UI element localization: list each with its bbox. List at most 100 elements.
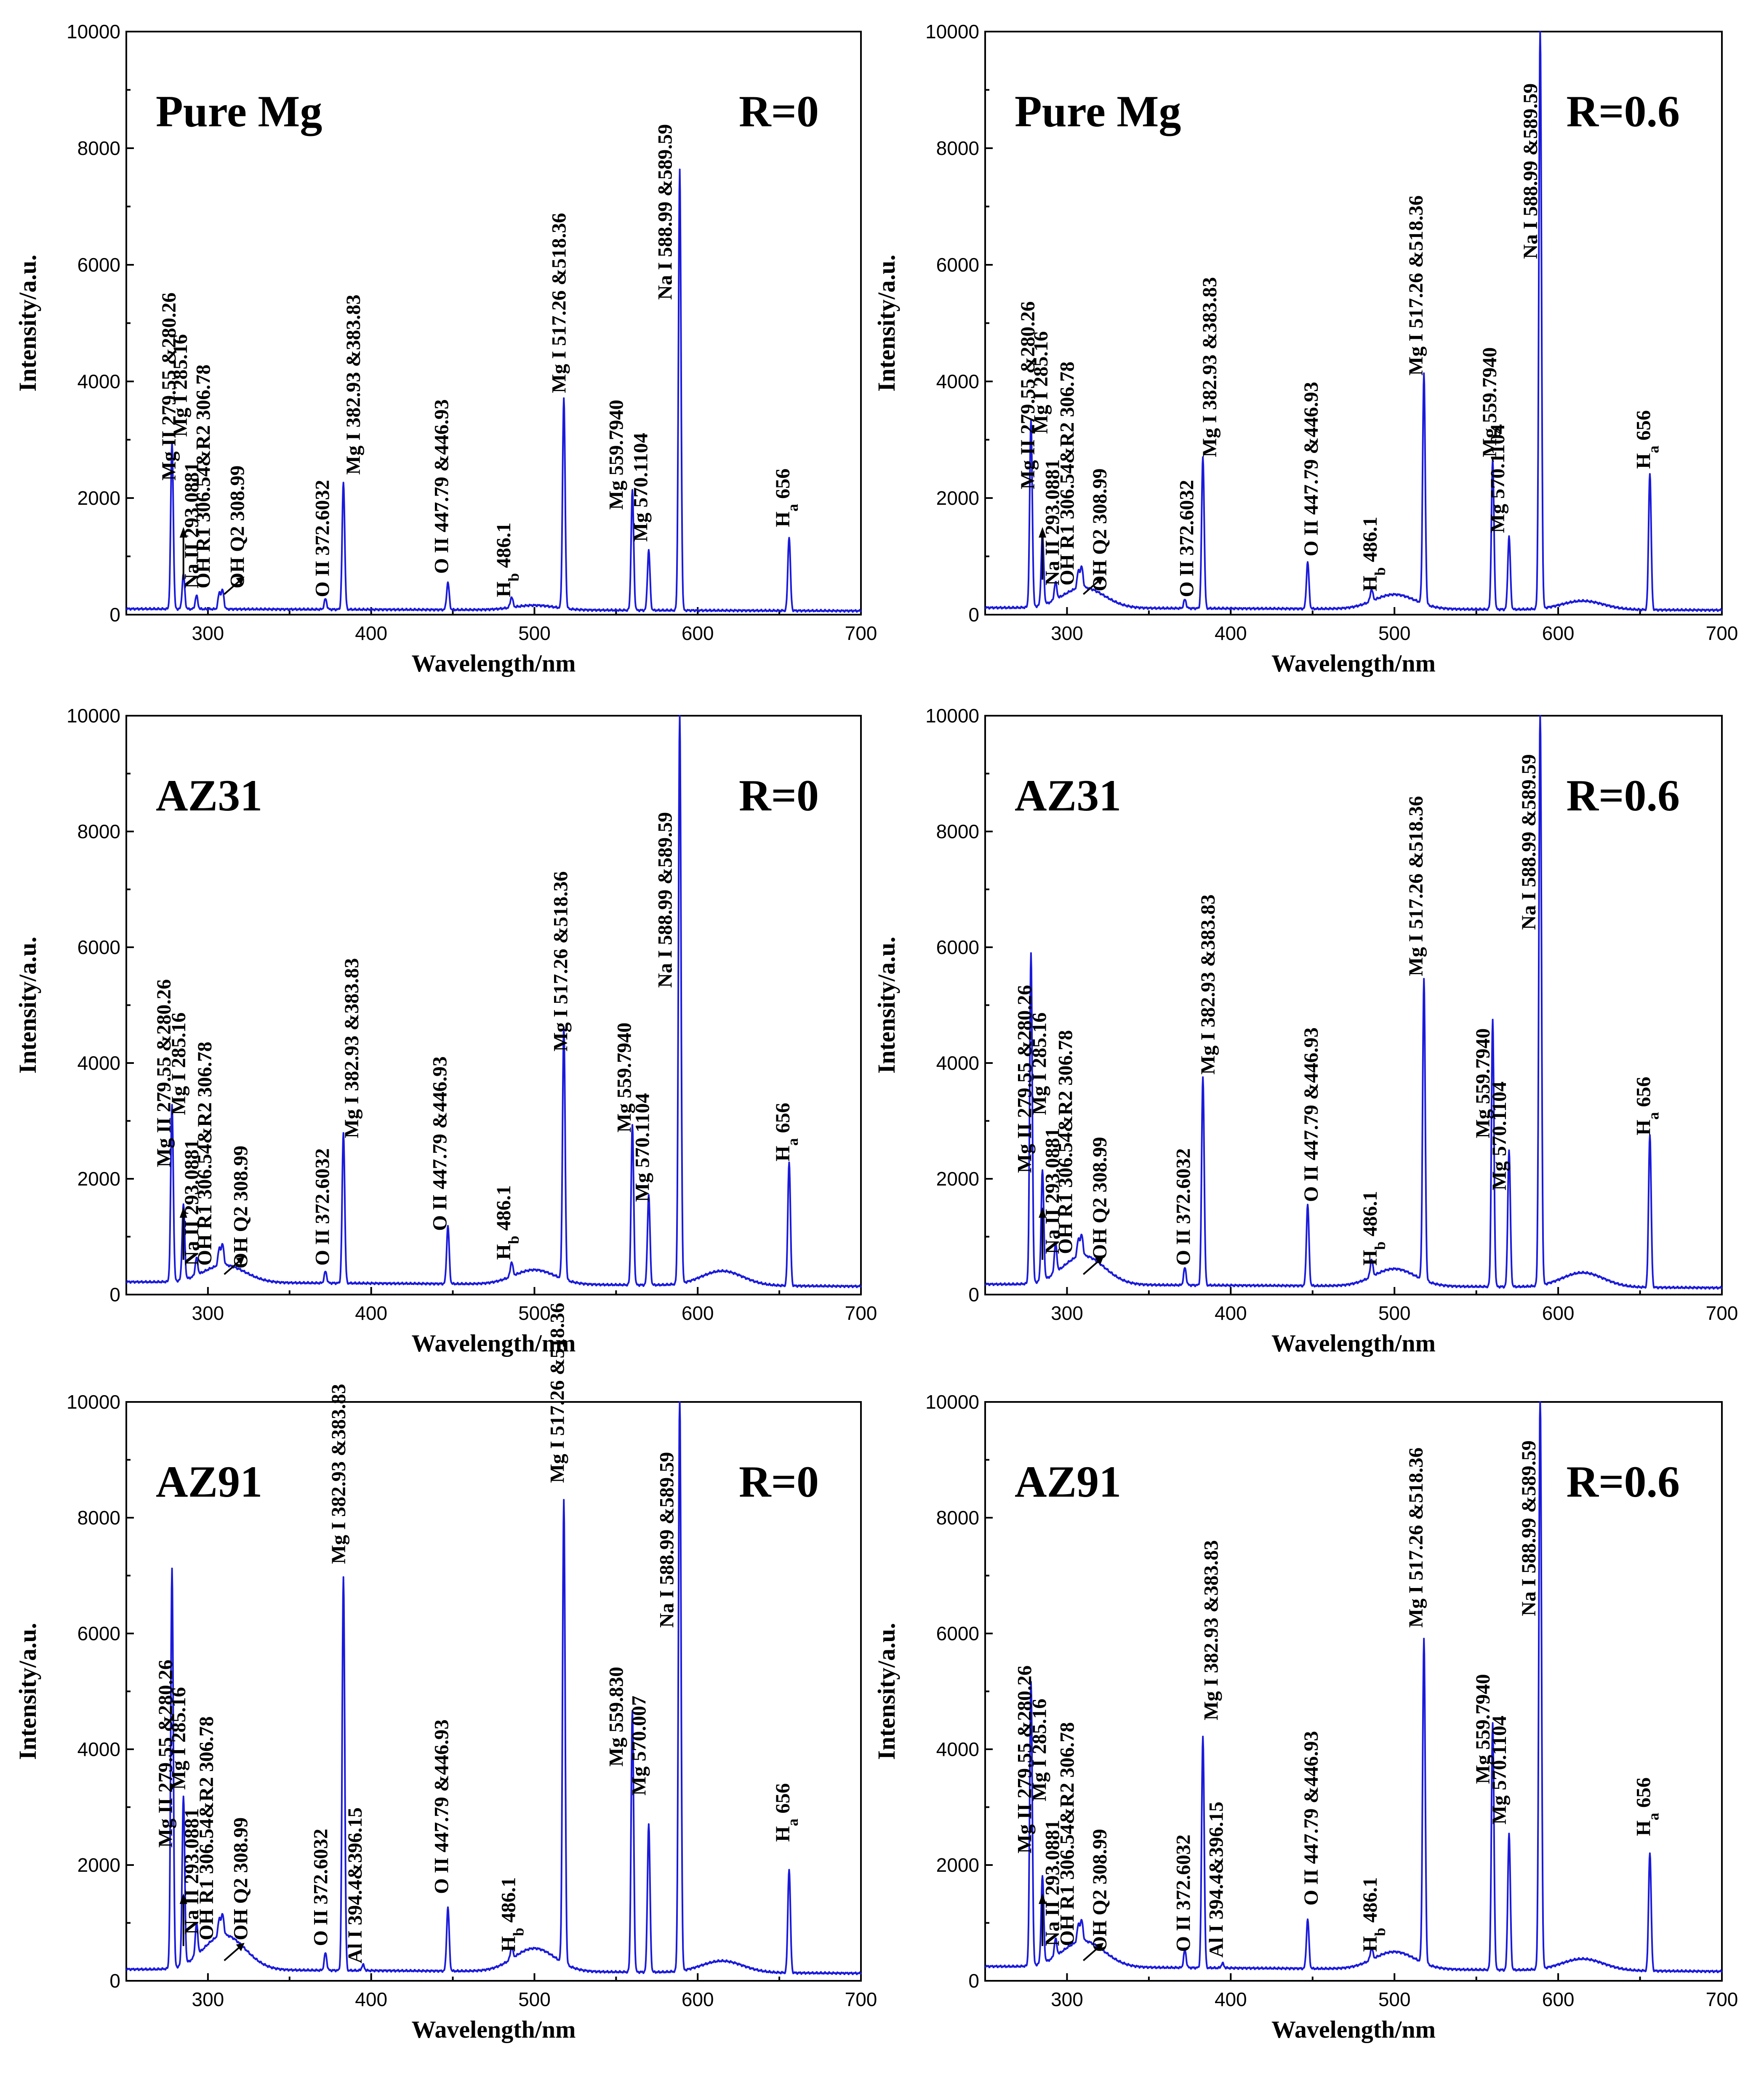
mg-arrowhead xyxy=(1039,1207,1047,1218)
x-tick-label: 300 xyxy=(1051,1988,1083,2010)
y-tick-label: 6000 xyxy=(936,254,979,276)
condition-label: R=0.6 xyxy=(1567,87,1680,136)
x-tick-label: 700 xyxy=(1706,1988,1738,2010)
sample-title: AZ31 xyxy=(1015,771,1121,820)
spectrum-line xyxy=(984,1401,1723,1974)
y-tick-label: 8000 xyxy=(77,821,120,842)
y-tick-label: 6000 xyxy=(936,1623,979,1644)
condition-label: R=0 xyxy=(739,87,819,136)
y-tick-label: 4000 xyxy=(77,370,120,392)
y-tick-label: 4000 xyxy=(936,1052,979,1074)
peak-label: Hb 486.1 xyxy=(1359,1191,1388,1266)
peak-label: Mg II 279.55 &280.26 xyxy=(158,293,180,481)
x-tick-label: 300 xyxy=(192,622,224,644)
peak-label: Mg 570.1104 xyxy=(1488,1082,1511,1191)
y-tick-label: 6000 xyxy=(77,254,120,276)
peak-label: O II 447.79 &446.93 xyxy=(430,399,453,574)
peak-label: Al I 394.4&396.15 xyxy=(344,1807,366,1964)
y-tick-label: 10000 xyxy=(67,21,120,43)
peak-label: Ha 656 xyxy=(772,1783,801,1842)
y-tick-label: 2000 xyxy=(936,1854,979,1876)
peak-label: Na II 293.0881 xyxy=(181,1139,203,1266)
x-tick-label: 400 xyxy=(1215,1302,1247,1324)
y-tick-label: 2000 xyxy=(77,1168,120,1190)
y-tick-label: 0 xyxy=(109,1970,120,1992)
x-tick-label: 600 xyxy=(1542,1988,1575,2010)
y-tick-label: 0 xyxy=(968,1284,979,1306)
x-axis-title: Wavelength/nm xyxy=(412,1330,576,1357)
peak-label: OH Q2 308.99 xyxy=(1089,1829,1111,1952)
peak-label: O II 447.79 &446.93 xyxy=(1300,1731,1322,1906)
peak-label: O II 372.6032 xyxy=(311,1148,333,1266)
mg-arrowhead xyxy=(179,527,187,538)
x-tick-label: 400 xyxy=(1215,1988,1247,2010)
peak-label: OH R1 306.54&R2 306.78 xyxy=(1055,1030,1077,1254)
peak-label: Na I 588.99 &589.59 xyxy=(654,124,677,300)
x-tick-label: 600 xyxy=(1542,1302,1575,1324)
peak-label: Ha 656 xyxy=(772,1103,801,1161)
y-axis-title: Intensity/a.u. xyxy=(14,1623,41,1760)
y-tick-label: 2000 xyxy=(936,487,979,509)
peak-label: Mg I 285.16 xyxy=(168,1013,190,1115)
peak-label: Na II 293.0881 xyxy=(181,462,203,589)
peak-label: O II 447.79 &446.93 xyxy=(1300,1027,1322,1202)
peak-label: Mg I 382.93 &383.83 xyxy=(1199,277,1221,457)
peak-label: Hb 486.1 xyxy=(1359,517,1388,591)
peak-label: Mg I 285.16 xyxy=(1030,331,1052,434)
sample-title: AZ91 xyxy=(156,1457,262,1506)
x-tick-label: 500 xyxy=(518,1988,551,2010)
peak-label: Mg 570.1104 xyxy=(631,1093,653,1202)
peak-label: O II 372.6032 xyxy=(1172,1835,1195,1952)
spectrum-panel-5: 300 400 500 600 700 0 2000 4000 6000 8000 10000 Wav… xyxy=(14,1303,877,2043)
peak-label: Ha 656 xyxy=(772,469,801,527)
peak-label: Na II 293.0881 xyxy=(1041,1820,1063,1946)
peak-label: Hb 486.1 xyxy=(493,1185,522,1260)
y-tick-label: 0 xyxy=(109,1284,120,1306)
x-tick-label: 600 xyxy=(682,1988,714,2010)
y-tick-label: 4000 xyxy=(77,1738,120,1760)
y-tick-label: 6000 xyxy=(936,936,979,958)
y-tick-label: 4000 xyxy=(77,1052,120,1074)
peak-label: Mg I 517.26 &518.36 xyxy=(546,1303,569,1483)
oh-arrowhead xyxy=(1095,1256,1104,1265)
mg-arrowhead xyxy=(1039,527,1047,538)
y-tick-label: 0 xyxy=(109,604,120,626)
x-tick-label: 300 xyxy=(192,1988,224,2010)
peak-label: Ha 656 xyxy=(1632,410,1662,469)
x-tick-label: 300 xyxy=(192,1302,224,1324)
spectrum-panel-1: 300 400 500 600 700 0 2000 4000 6000 8000 10000 Wav… xyxy=(14,21,877,677)
y-tick-label: 0 xyxy=(968,1970,979,1992)
condition-label: R=0 xyxy=(739,771,819,820)
x-tick-label: 600 xyxy=(682,1302,714,1324)
oh-annotation-arrow xyxy=(1083,1945,1101,1961)
y-axis-title: Intensity/a.u. xyxy=(14,255,41,392)
condition-label: R=0.6 xyxy=(1567,1457,1680,1506)
x-axis-title: Wavelength/nm xyxy=(1271,1330,1436,1357)
oh-annotation-arrow xyxy=(224,1945,242,1961)
mg-arrowhead xyxy=(179,1893,187,1904)
y-tick-label: 10000 xyxy=(925,21,979,43)
peak-label: Ha 656 xyxy=(1632,1777,1662,1836)
peak-label: Mg 559.7940 xyxy=(1472,1674,1494,1784)
peak-label: Na I 588.99 &589.59 xyxy=(1519,83,1542,259)
y-tick-label: 2000 xyxy=(77,1854,120,1876)
y-tick-label: 8000 xyxy=(77,137,120,159)
peak-label: Mg II 279.55 &280.26 xyxy=(1013,985,1036,1173)
spectrum-line xyxy=(984,31,1723,612)
peak-label: Al I 394.4&396.15 xyxy=(1205,1801,1227,1958)
y-tick-label: 6000 xyxy=(77,936,120,958)
y-axis-title: Intensity/a.u. xyxy=(873,1623,900,1760)
spectrum-panel-4: 300 400 500 600 700 0 2000 4000 6000 8000 10000 Wav… xyxy=(873,705,1738,1357)
spectrum-line xyxy=(125,1401,862,1975)
x-tick-label: 600 xyxy=(682,622,714,644)
y-tick-label: 8000 xyxy=(936,137,979,159)
peak-label: OH R1 306.54&R2 306.78 xyxy=(192,365,214,589)
peak-label: Mg I 517.26 &518.36 xyxy=(548,213,570,393)
sample-title: AZ91 xyxy=(1015,1457,1121,1506)
peak-label: Mg 570.007 xyxy=(628,1696,650,1796)
oh-arrowhead xyxy=(1095,576,1104,585)
peak-label: Mg I 382.93 &383.83 xyxy=(341,958,363,1138)
peak-label: Mg I 382.93 &383.83 xyxy=(1200,1540,1223,1720)
y-tick-label: 8000 xyxy=(936,821,979,842)
x-tick-label: 500 xyxy=(518,1302,551,1324)
